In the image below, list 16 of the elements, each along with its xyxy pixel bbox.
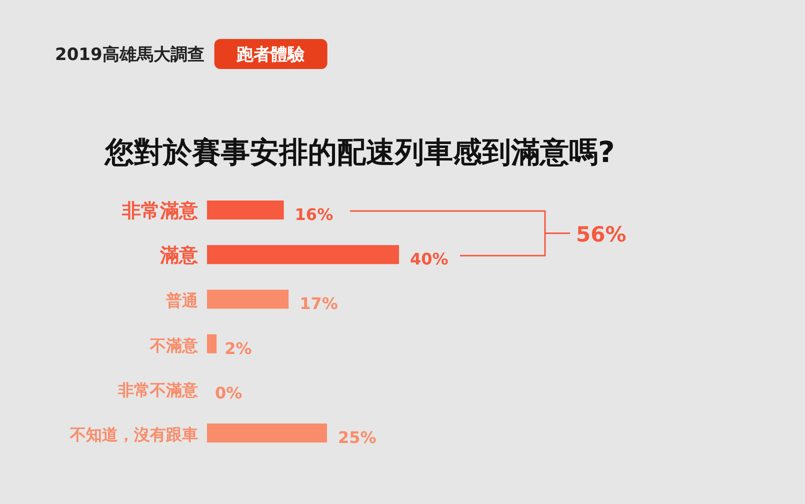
chart-subtitle: 2019高雄馬大調查 [55,45,204,65]
data-label: 17% [300,294,338,314]
text: 跑者體驗 [235,45,306,65]
y-tick-label: 非常滿意 [121,200,199,222]
y-tick-label: 普通 [165,291,199,310]
y-tick-label: 不知道，沒有跟車 [69,425,198,444]
text: 56% [576,222,626,246]
chart-title: 您對於賽事安排的配速列車感到滿意嗎? [104,135,615,169]
data-label: 2% [224,338,252,358]
data-label: 16% [294,205,334,224]
data-label: 0% [215,383,242,402]
data-label: 25% [338,428,376,447]
y-tick-label: 非常不滿意 [117,380,199,400]
y-tick-label: 不滿意 [149,336,199,355]
data-label: 40% [410,250,448,269]
y-tick-label: 滿意 [159,244,199,267]
